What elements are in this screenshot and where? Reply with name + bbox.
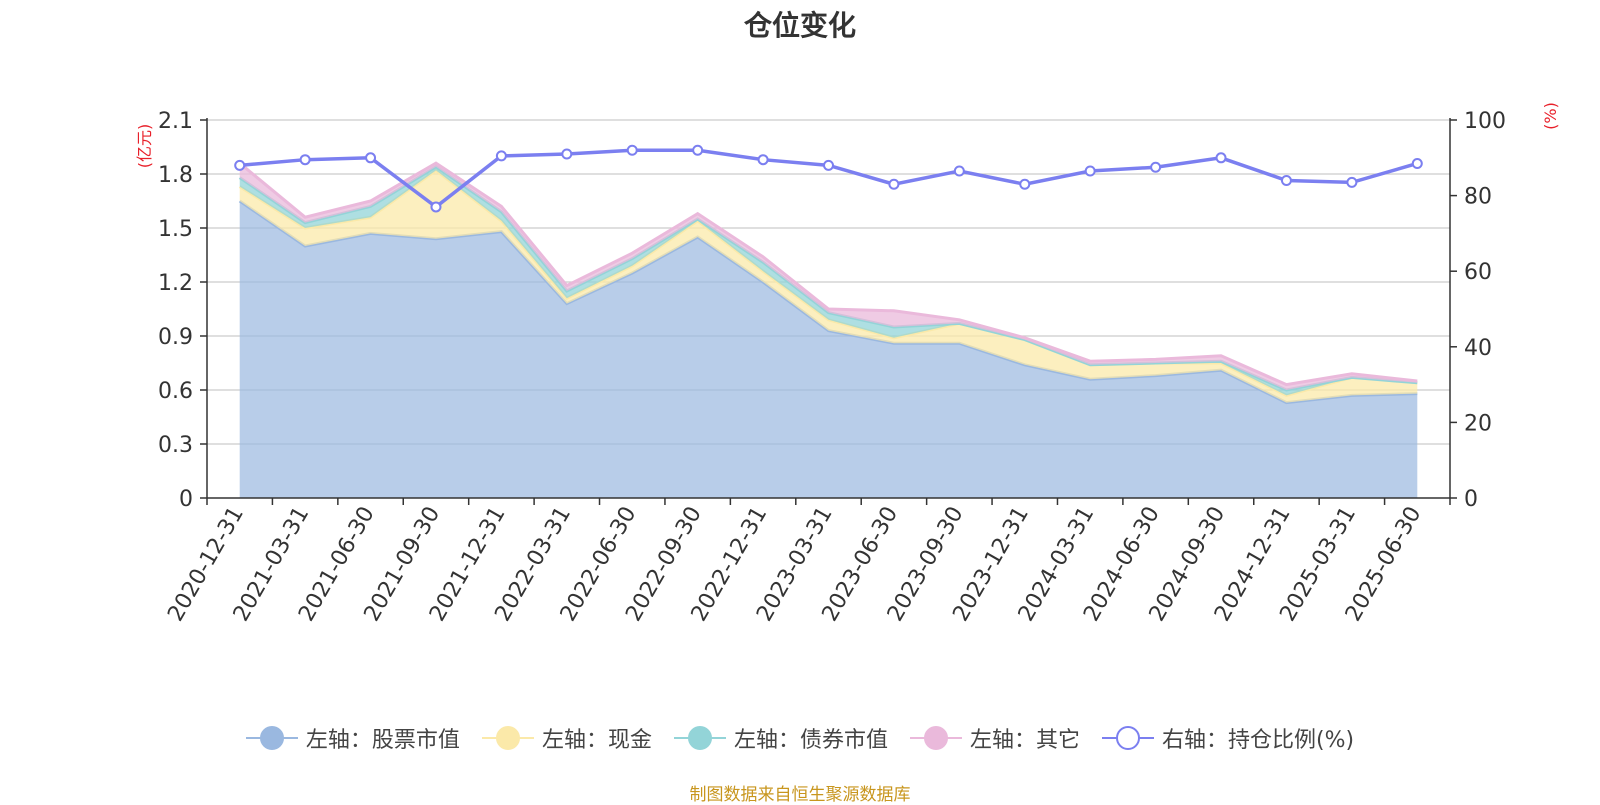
- legend-label: 左轴：其它: [969, 728, 1080, 753]
- legend-item-2[interactable]: 左轴：债券市值: [673, 722, 888, 754]
- left-tick-label: 2.1: [158, 109, 193, 134]
- legend-marker-icon: [245, 726, 298, 750]
- left-tick-label: 0.9: [158, 325, 193, 350]
- right-tick-label: 20: [1464, 411, 1492, 436]
- ratio-point: [823, 159, 834, 171]
- ratio-point: [365, 152, 377, 164]
- legend-item-4[interactable]: 右轴：持仓比例(%): [1101, 722, 1355, 754]
- legend-label: 左轴：债券市值: [733, 728, 888, 753]
- right-axis-unit: (%): [1541, 102, 1560, 130]
- left-tick-label: 1.2: [158, 271, 193, 296]
- ratio-point: [757, 154, 769, 166]
- ratio-point: [234, 159, 246, 171]
- ratio-point: [495, 150, 507, 162]
- ratio-point: [1280, 174, 1292, 186]
- legend-marker-icon: [1101, 726, 1154, 750]
- ratio-point: [430, 201, 442, 213]
- right-tick-label: 100: [1464, 109, 1506, 134]
- legend-marker-icon: [673, 726, 726, 750]
- legend-marker-icon: [481, 726, 534, 750]
- right-tick-label: 60: [1464, 260, 1492, 285]
- ratio-point: [1084, 165, 1096, 177]
- left-tick-label: 0.3: [158, 433, 193, 458]
- left-tick-label: 1.5: [158, 217, 193, 242]
- legend-marker-icon: [909, 726, 962, 750]
- area-line-3: [238, 161, 1418, 387]
- ratio-point: [626, 144, 638, 156]
- ratio-point: [561, 148, 573, 160]
- chart-title: 仓位变化: [743, 9, 856, 42]
- ratio-point: [1346, 176, 1358, 188]
- left-tick-label: 0: [179, 487, 193, 512]
- legend-item-0[interactable]: 左轴：股票市值: [245, 722, 460, 754]
- ratio-point: [299, 154, 311, 166]
- left-tick-label: 0.6: [158, 379, 193, 404]
- ratio-point: [1411, 157, 1423, 169]
- ratio-point: [1150, 161, 1162, 173]
- ratio-point: [953, 165, 965, 177]
- right-tick-label: 0: [1464, 487, 1478, 512]
- legend-label: 右轴：持仓比例(%): [1161, 728, 1355, 753]
- legend-label: 左轴：股票市值: [305, 728, 460, 753]
- legend: 左轴：股票市值 左轴：现金 左轴：债券市值 左轴：其它 右轴：持仓比例(%): [0, 722, 1600, 754]
- ratio-point: [692, 144, 704, 156]
- right-tick-label: 40: [1464, 336, 1492, 361]
- ratio-point: [1019, 178, 1031, 190]
- legend-item-1[interactable]: 左轴：现金: [481, 722, 652, 754]
- legend-item-3[interactable]: 左轴：其它: [909, 722, 1080, 754]
- left-axis-unit: (亿元): [135, 124, 154, 169]
- ratio-point: [888, 178, 900, 190]
- ratio-point: [1215, 152, 1227, 164]
- left-tick-label: 1.8: [158, 163, 193, 188]
- source-note: 制图数据来自恒生聚源数据库: [689, 785, 911, 805]
- area-0: [239, 201, 1418, 498]
- right-tick-label: 80: [1464, 185, 1492, 210]
- legend-label: 左轴：现金: [541, 728, 652, 753]
